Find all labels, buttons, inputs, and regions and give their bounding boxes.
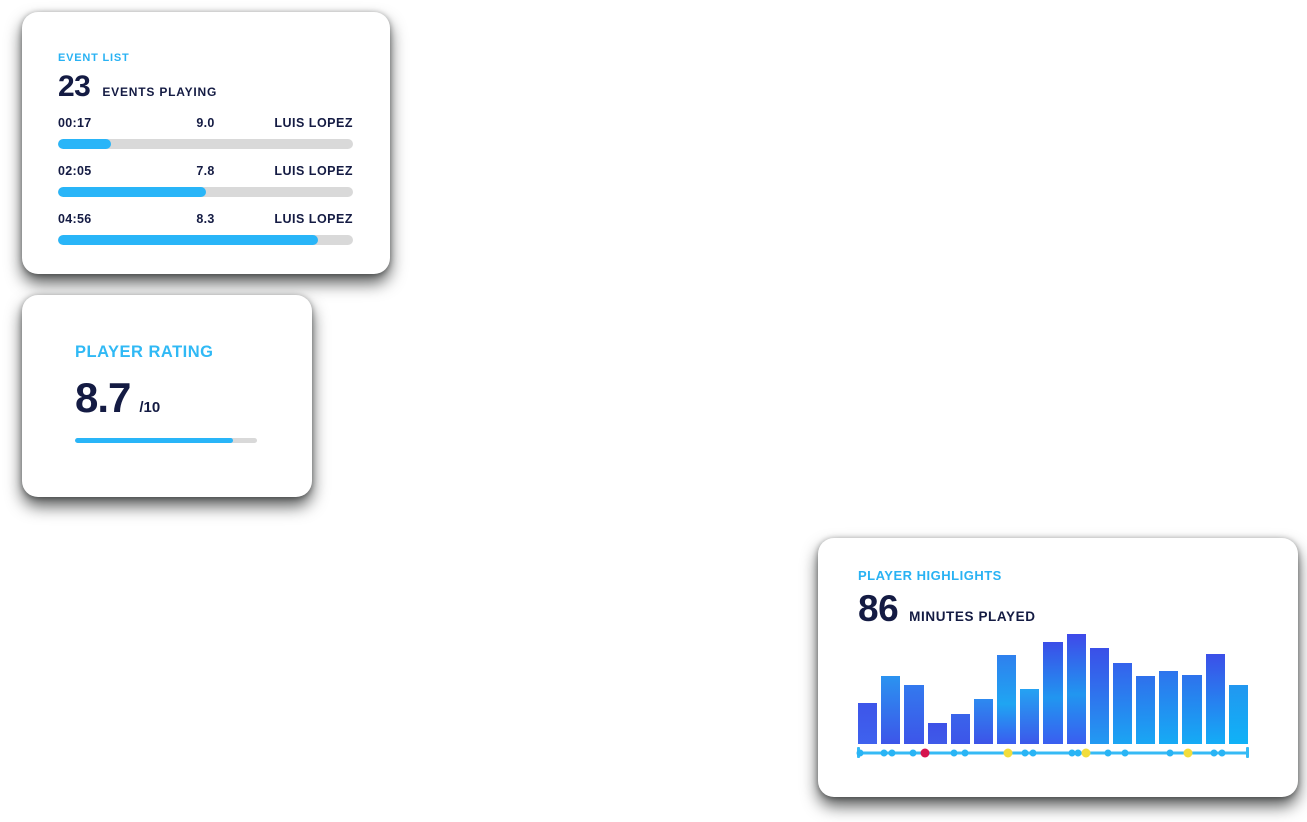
events-playing-label: EVENTS PLAYING bbox=[102, 85, 218, 99]
event-row-labels: 02:05 7.8 LUIS LOPEZ bbox=[58, 164, 353, 178]
highlight-bar[interactable] bbox=[997, 654, 1017, 744]
highlight-timeline bbox=[856, 746, 1248, 759]
minutes-played-label: MINUTES PLAYED bbox=[909, 609, 1036, 624]
timeline-event-dot-cyan[interactable] bbox=[1021, 749, 1029, 756]
player-rating-fill bbox=[75, 438, 234, 443]
events-playing-count: 23 bbox=[58, 70, 91, 103]
event-time: 00:17 bbox=[58, 116, 92, 130]
event-row-labels: 00:17 9.0 LUIS LOPEZ bbox=[58, 116, 353, 130]
event-rating: 7.8 bbox=[196, 164, 215, 178]
event-list-title: EVENT LIST bbox=[58, 52, 130, 64]
player-rating-stat: 8.7 /10 bbox=[75, 374, 277, 422]
timeline-event-dot-cyan[interactable] bbox=[1166, 749, 1174, 756]
player-highlights-card: PLAYER HIGHLIGHTS 86 MINUTES PLAYED bbox=[818, 538, 1298, 797]
timeline-event-dot-cyan[interactable] bbox=[1121, 749, 1129, 756]
event-progress-fill bbox=[58, 139, 112, 149]
event-rows: 00:17 9.0 LUIS LOPEZ 02:05 7.8 LUIS LOPE… bbox=[58, 116, 353, 245]
highlight-bar[interactable] bbox=[1066, 634, 1086, 744]
event-progress-fill bbox=[58, 187, 206, 197]
timeline-event-dot-yellow[interactable] bbox=[1081, 748, 1091, 757]
timeline-event-dot-yellow[interactable] bbox=[1003, 748, 1013, 757]
event-progress-track bbox=[58, 187, 353, 197]
player-rating-value: 8.7 bbox=[75, 374, 131, 421]
highlight-bar[interactable] bbox=[927, 723, 947, 744]
timeline-event-dot-cyan[interactable] bbox=[888, 749, 896, 756]
event-time: 04:56 bbox=[58, 212, 92, 226]
highlight-bar[interactable] bbox=[1020, 689, 1040, 744]
timeline-event-dot-cyan[interactable] bbox=[1074, 749, 1082, 756]
timeline-event-dot-cyan[interactable] bbox=[1104, 749, 1112, 756]
timeline-event-dot-cyan[interactable] bbox=[1029, 749, 1037, 756]
highlight-bar[interactable] bbox=[1112, 662, 1133, 744]
timeline-event-dot-cyan[interactable] bbox=[880, 749, 888, 756]
event-player: LUIS LOPEZ bbox=[274, 116, 353, 130]
highlight-bar[interactable] bbox=[1228, 684, 1248, 744]
timeline-axis bbox=[858, 751, 1248, 754]
event-row[interactable]: 00:17 9.0 LUIS LOPEZ bbox=[58, 116, 353, 149]
minutes-played-value: 86 bbox=[858, 588, 899, 629]
event-player: LUIS LOPEZ bbox=[274, 164, 353, 178]
event-player: LUIS LOPEZ bbox=[274, 212, 353, 226]
player-rating-track bbox=[75, 438, 257, 443]
event-row-labels: 04:56 8.3 LUIS LOPEZ bbox=[58, 212, 353, 226]
event-progress-fill bbox=[58, 235, 318, 245]
highlight-bar[interactable] bbox=[904, 684, 924, 744]
player-rating-title: PLAYER RATING bbox=[75, 343, 214, 361]
highlight-bar[interactable] bbox=[973, 698, 994, 744]
timeline-event-dot-cyan[interactable] bbox=[1068, 749, 1076, 756]
event-time: 02:05 bbox=[58, 164, 92, 178]
event-rating: 9.0 bbox=[196, 116, 215, 130]
highlight-bar[interactable] bbox=[1205, 653, 1225, 744]
highlight-bar[interactable] bbox=[1182, 674, 1202, 744]
highlight-bar[interactable] bbox=[950, 714, 970, 744]
event-progress-track bbox=[58, 235, 353, 245]
player-rating-card: PLAYER RATING 8.7 /10 bbox=[22, 295, 312, 497]
highlight-bar[interactable] bbox=[1043, 641, 1063, 744]
player-highlights-stat: 86 MINUTES PLAYED bbox=[858, 588, 1258, 630]
event-row[interactable]: 04:56 8.3 LUIS LOPEZ bbox=[58, 212, 353, 245]
highlight-bar[interactable] bbox=[858, 703, 878, 744]
timeline-event-dot-red[interactable] bbox=[920, 748, 930, 757]
highlight-bar[interactable] bbox=[1089, 648, 1109, 744]
event-progress-track bbox=[58, 139, 353, 149]
highlight-bar[interactable] bbox=[1159, 671, 1179, 744]
timeline-event-dot-cyan[interactable] bbox=[1210, 749, 1218, 756]
highlight-bars bbox=[858, 634, 1248, 744]
event-row[interactable]: 02:05 7.8 LUIS LOPEZ bbox=[58, 164, 353, 197]
player-rating-denominator: /10 bbox=[139, 399, 161, 416]
timeline-event-dot-cyan[interactable] bbox=[909, 749, 917, 756]
timeline-event-dot-cyan[interactable] bbox=[1218, 749, 1226, 756]
player-highlights-title: PLAYER HIGHLIGHTS bbox=[858, 568, 1002, 583]
timeline-event-dot-yellow[interactable] bbox=[1183, 748, 1193, 757]
timeline-event-dot-cyan[interactable] bbox=[856, 749, 864, 756]
timeline-event-dot-cyan[interactable] bbox=[950, 749, 958, 756]
timeline-event-dot-cyan[interactable] bbox=[961, 749, 969, 756]
event-list-stat: 23 EVENTS PLAYING bbox=[58, 70, 353, 104]
event-list-card: EVENT LIST 23 EVENTS PLAYING 00:17 9.0 L… bbox=[22, 12, 390, 274]
highlight-bar[interactable] bbox=[881, 675, 901, 744]
highlight-bar[interactable] bbox=[1136, 675, 1156, 744]
event-rating: 8.3 bbox=[196, 212, 215, 226]
